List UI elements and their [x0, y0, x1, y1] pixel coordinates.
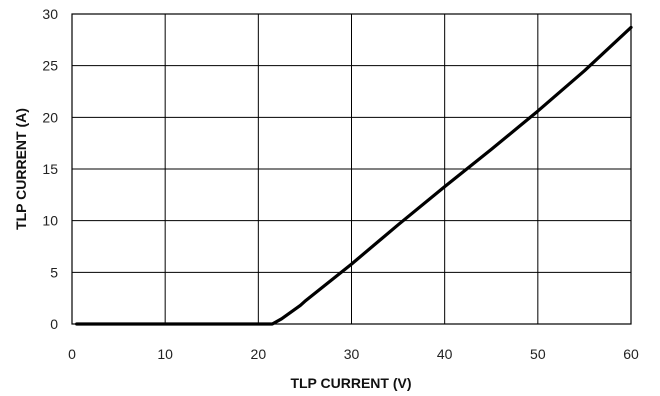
x-tick-label: 10: [157, 346, 173, 362]
x-axis-title: TLP CURRENT (V): [290, 375, 411, 391]
y-tick-label: 10: [42, 213, 58, 229]
y-tick-label: 5: [50, 264, 58, 280]
grid: [71, 13, 632, 325]
x-tick-label: 20: [251, 346, 267, 362]
series-line: [75, 25, 633, 326]
y-tick-label: 15: [42, 161, 58, 177]
x-tick-label: 30: [344, 346, 360, 362]
y-tick-labels: 0 5 10 15 20 25 30: [42, 6, 58, 332]
y-tick-label: 20: [42, 109, 58, 125]
y-tick-label: 30: [42, 6, 58, 22]
series-layer: [75, 25, 633, 326]
x-tick-label: 0: [68, 346, 76, 362]
x-tick-label: 40: [437, 346, 453, 362]
x-tick-labels: 0 10 20 30 40 50 60: [68, 346, 639, 362]
y-tick-label: 0: [50, 316, 58, 332]
plot-frame: [71, 13, 632, 325]
y-tick-label: 25: [42, 58, 58, 74]
x-tick-label: 50: [530, 346, 546, 362]
x-tick-label: 60: [623, 346, 639, 362]
y-axis-title: TLP CURRENT (A): [13, 108, 29, 230]
